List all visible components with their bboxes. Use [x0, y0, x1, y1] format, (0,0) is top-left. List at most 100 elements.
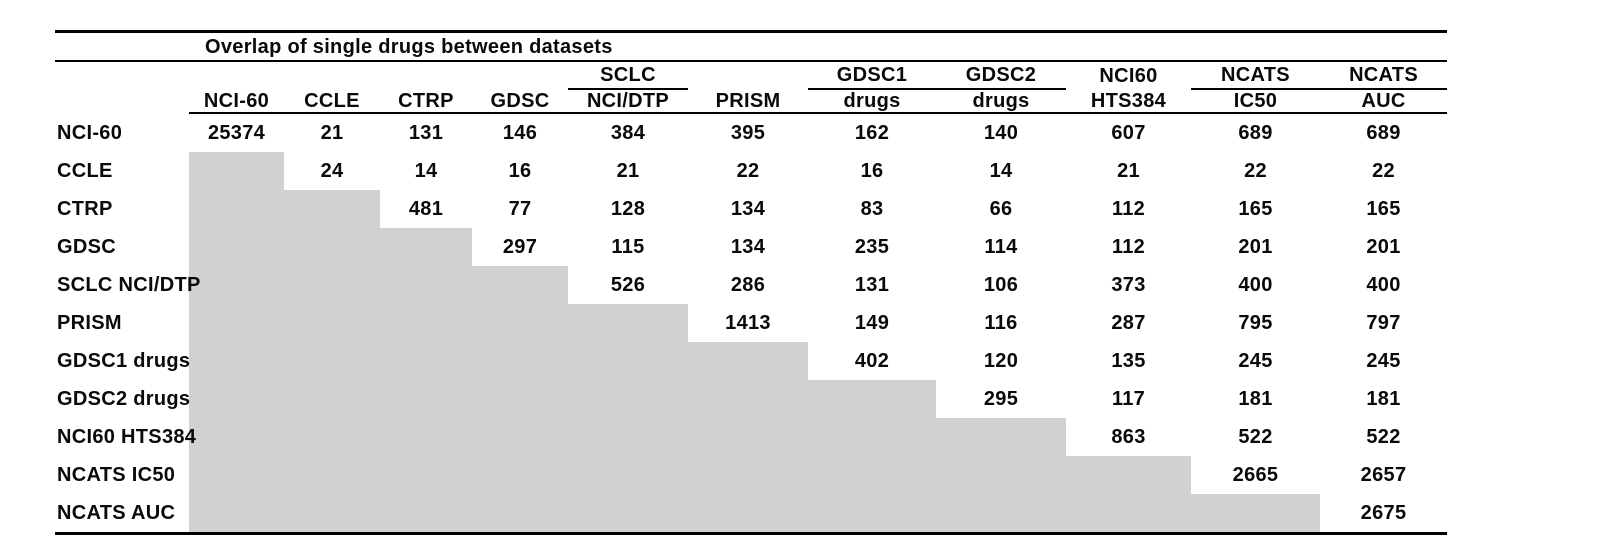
row-label-ctrp: CTRP [57, 198, 113, 220]
shaded-cell [1066, 494, 1191, 535]
value-cell-ccle-gdsc2-drugs: 14 [989, 160, 1013, 182]
value-cell-prism-ncats-ic50: 795 [1238, 312, 1273, 334]
shaded-cell [1066, 456, 1191, 494]
column-header-ic50-10: IC50 [1191, 89, 1320, 114]
shaded-cell [284, 266, 380, 304]
value-cell-ccle-gdsc1-drugs: 16 [860, 160, 884, 182]
shaded-cell [568, 342, 688, 380]
table-row-gdsc: GDSC 297 115 134 235 114 112 201 201 [55, 228, 1447, 266]
shaded-cell [688, 494, 808, 535]
value-cell-gdsc1-drugs-gdsc2-drugs: 120 [983, 350, 1019, 372]
value-cell-ccle-nci60-hts384: 21 [1117, 160, 1140, 182]
column-group-spacer [472, 61, 568, 89]
value-cell-sclc-nci-dtp-gdsc1-drugs: 131 [854, 274, 890, 296]
value-cell-gdsc-nci60-hts384: 112 [1111, 236, 1146, 258]
column-header-ctrp-3: CTRP [380, 89, 472, 114]
shaded-cell [568, 456, 688, 494]
column-group-gdsc1: GDSC1 [808, 61, 936, 90]
value-cell-ccle-prism: 22 [736, 160, 760, 182]
column-group-nci60: NCI60 [1099, 64, 1158, 87]
shaded-cell [380, 456, 472, 494]
column-header-ccle-2: CCLE [284, 89, 380, 114]
row-label-column-spacer [55, 89, 189, 113]
value-cell-gdsc1-drugs-ncats-ic50: 245 [1238, 350, 1273, 372]
shaded-cell [380, 342, 472, 380]
shaded-cell [189, 494, 284, 535]
value-cell-ncats-ic50-ncats-ic50: 2665 [1232, 464, 1279, 486]
shaded-cell [380, 266, 472, 304]
shaded-cell [380, 418, 472, 456]
value-cell-nci60-hts384-ncats-ic50: 522 [1238, 426, 1273, 448]
value-cell-nci-60-ccle: 21 [320, 122, 344, 144]
shaded-cell [189, 342, 284, 380]
value-cell-nci-60-gdsc1-drugs: 162 [854, 122, 890, 144]
row-label-gdsc2-drugs: GDSC2 drugs [57, 388, 191, 410]
shaded-cell [688, 456, 808, 494]
table-row-ncats-ic50: NCATS IC50 2665 2657 [55, 456, 1447, 494]
column-group-spacer [189, 61, 284, 89]
value-cell-sclc-nci-dtp-ncats-ic50: 400 [1238, 274, 1273, 296]
overlap-table-body: NCI-60 25374 21 131 146 384 395 162 140 607 689 689… [55, 113, 1448, 535]
shaded-cell [472, 380, 568, 418]
value-cell-nci60-hts384-nci60-hts384: 863 [1111, 426, 1146, 448]
value-cell-gdsc-ncats-auc: 201 [1366, 236, 1401, 258]
shaded-cell [380, 380, 472, 418]
value-cell-ncats-ic50-ncats-auc: 2657 [1360, 464, 1407, 486]
shaded-cell [189, 380, 284, 418]
value-cell-ctrp-gdsc1-drugs: 83 [860, 198, 884, 220]
shaded-cell [189, 418, 284, 456]
value-cell-nci-60-nci-60: 25374 [207, 122, 266, 144]
table-row-gdsc2-drugs: GDSC2 drugs 295 117 181 181 [55, 380, 1447, 418]
shaded-cell [284, 304, 380, 342]
overlap-table: Overlap of single drugs between datasets… [55, 30, 1448, 535]
value-cell-nci-60-nci60-hts384: 607 [1111, 122, 1146, 144]
row-label-ccle: CCLE [57, 160, 113, 182]
value-cell-ctrp-ncats-ic50: 165 [1238, 198, 1273, 220]
column-header-drugs-8: drugs [936, 89, 1066, 114]
value-cell-nci-60-gdsc2-drugs: 140 [983, 122, 1019, 144]
value-cell-ccle-ncats-auc: 22 [1372, 160, 1395, 182]
value-cell-prism-prism: 1413 [725, 312, 771, 334]
shaded-cell [380, 228, 472, 266]
shaded-cell [808, 456, 936, 494]
shaded-cell [472, 456, 568, 494]
column-header-prism-6: PRISM [688, 89, 808, 114]
value-cell-gdsc-ncats-ic50: 201 [1238, 236, 1273, 258]
shaded-cell [568, 418, 688, 456]
value-cell-gdsc-sclc-nci-dtp: 115 [611, 236, 645, 258]
row-label-sclc-nci-dtp: SCLC NCI/DTP [57, 274, 201, 296]
shaded-cell [189, 266, 284, 304]
table-row-sclc-nci-dtp: SCLC NCI/DTP 526 286 131 106 373 400 400 [55, 266, 1447, 304]
value-cell-ncats-auc-ncats-auc: 2675 [1320, 494, 1448, 535]
value-cell-ctrp-gdsc: 77 [508, 198, 532, 220]
value-cell-gdsc-gdsc2-drugs: 114 [984, 236, 1018, 258]
shaded-cell [936, 456, 1066, 494]
value-cell-nci-60-ncats-auc: 689 [1366, 122, 1401, 144]
column-group-spacer [688, 61, 808, 89]
column-header-row: NCI-60 CCLE CTRP GDSC NCI/DTP PRISM drugs drugs… [55, 89, 1448, 114]
shaded-cell [189, 228, 284, 266]
column-header-hts384-9: HTS384 [1066, 89, 1191, 114]
value-cell-gdsc2-drugs-nci60-hts384: 117 [1111, 388, 1146, 410]
value-cell-gdsc1-drugs-ncats-auc: 245 [1366, 350, 1401, 372]
row-label-ncats-ic50: NCATS IC50 [57, 464, 176, 486]
value-cell-nci-60-gdsc: 146 [502, 122, 538, 144]
value-cell-sclc-nci-dtp-sclc-nci-dtp: 526 [610, 274, 646, 296]
column-group-ncats: NCATS [1191, 61, 1320, 90]
value-cell-sclc-nci-dtp-ncats-auc: 400 [1366, 274, 1401, 296]
column-group-gdsc2: GDSC2 [936, 61, 1066, 90]
column-header-nci-60-1: NCI-60 [189, 89, 284, 114]
value-cell-ccle-ncats-ic50: 22 [1244, 160, 1267, 182]
table-row-nci-60: NCI-60 25374 21 131 146 384 395 162 140 607 689 689 [55, 113, 1447, 152]
row-label-prism: PRISM [57, 312, 122, 334]
shaded-cell [472, 266, 568, 304]
column-group-spacer [55, 61, 189, 89]
shaded-cell [936, 418, 1066, 456]
shaded-cell [688, 418, 808, 456]
row-label-nci60-hts384: NCI60 HTS384 [57, 426, 197, 448]
shaded-cell [568, 494, 688, 535]
value-cell-gdsc1-drugs-nci60-hts384: 135 [1111, 350, 1146, 372]
value-cell-nci60-hts384-ncats-auc: 522 [1366, 426, 1401, 448]
table-row-nci60-hts384: NCI60 HTS384 863 522 522 [55, 418, 1447, 456]
row-label-gdsc1-drugs: GDSC1 drugs [57, 350, 191, 372]
